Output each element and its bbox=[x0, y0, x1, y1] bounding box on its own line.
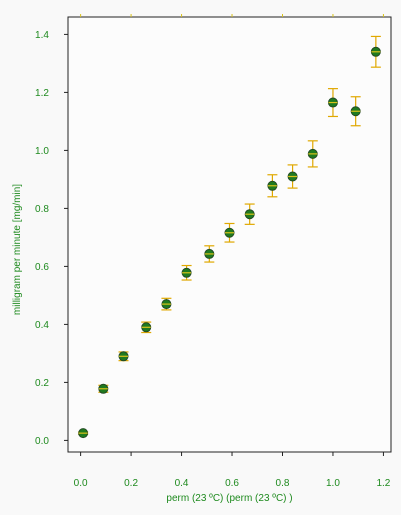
x-tick-label: 0.2 bbox=[124, 478, 138, 489]
x-tick-label: 0.4 bbox=[175, 478, 189, 489]
y-tick-label: 0.8 bbox=[35, 204, 49, 215]
x-tick-label: 0.0 bbox=[74, 478, 88, 489]
y-axis-title: milligram per minute [mg/min] bbox=[12, 184, 23, 315]
y-tick-label: 1.4 bbox=[35, 30, 49, 41]
x-tick-label: 1.2 bbox=[376, 478, 390, 489]
data-point bbox=[225, 228, 234, 237]
y-axis-ticks: 0.0 0.2 0.4 0.6 0.8 1.0 1.2 1.4 bbox=[35, 30, 68, 447]
x-tick-label: 1.0 bbox=[326, 478, 340, 489]
data-point bbox=[79, 429, 88, 438]
y-tick-label: 1.0 bbox=[35, 146, 49, 157]
data-point bbox=[142, 323, 151, 332]
y-tick-label: 0.0 bbox=[35, 436, 49, 447]
x-axis-ticks: 0.0 0.2 0.4 0.6 0.8 1.0 1.2 bbox=[74, 452, 391, 489]
x-tick-label: 0.6 bbox=[225, 478, 239, 489]
x-axis-title: perm (23 ºC) (perm (23 ºC) ) bbox=[166, 493, 292, 504]
data-point bbox=[182, 268, 191, 277]
data-point bbox=[328, 98, 337, 107]
data-point bbox=[288, 172, 297, 181]
y-tick-label: 0.2 bbox=[35, 378, 49, 389]
data-point bbox=[99, 384, 108, 393]
data-point bbox=[308, 149, 317, 158]
data-point bbox=[351, 107, 360, 116]
data-point bbox=[371, 47, 380, 56]
y-tick-label: 0.4 bbox=[35, 320, 49, 331]
data-point bbox=[245, 210, 254, 219]
x-tick-label: 0.8 bbox=[276, 478, 290, 489]
data-point bbox=[205, 249, 214, 258]
data-point bbox=[162, 300, 171, 309]
y-tick-label: 0.6 bbox=[35, 262, 49, 273]
y-tick-label: 1.2 bbox=[35, 88, 49, 99]
data-point bbox=[119, 352, 128, 361]
data-point bbox=[268, 181, 277, 190]
